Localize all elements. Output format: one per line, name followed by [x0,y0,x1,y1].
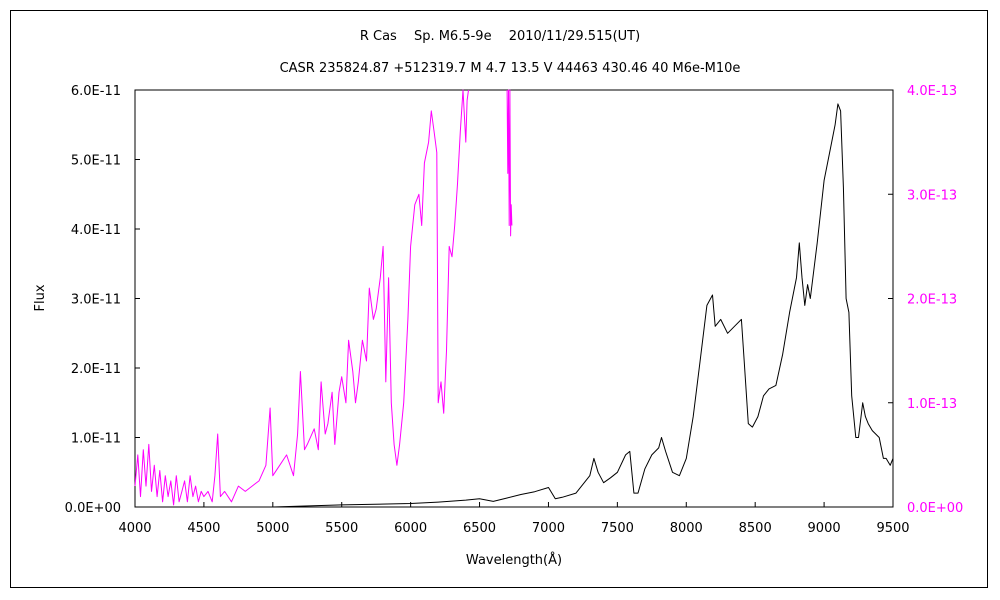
series-line-2 [506,89,513,237]
x-tick-label: 5000 [256,521,289,536]
x-tick-label: 8500 [739,521,772,536]
chart-title: R Cas Sp. M6.5-9e 2010/11/29.515(UT) [360,29,640,44]
y-tick-label-right: 3.0E-13 [907,188,957,203]
x-tick-label: 8000 [670,521,703,536]
y-tick-label-right: 4.0E-13 [907,84,957,99]
x-tick-label: 4500 [187,521,220,536]
x-tick-label: 4000 [118,521,151,536]
x-tick-label: 7000 [532,521,565,536]
x-tick-label: 6000 [394,521,427,536]
y-tick-label-right: 2.0E-13 [907,293,957,308]
y-tick-label-left: 4.0E-11 [71,223,121,238]
series-line-1 [134,89,469,506]
y-tick-label-right: 0.0E+00 [907,501,963,516]
series-layer [134,89,894,508]
chart-subtitle: CASR 235824.87 +512319.7 M 4.7 13.5 V 44… [280,61,741,76]
y-axis-label: Flux [33,284,48,311]
x-tick-label: 9000 [808,521,841,536]
y-tick-label-right: 1.0E-13 [907,397,957,412]
y-tick-label-left: 3.0E-11 [71,293,121,308]
x-tick-label: 9500 [876,521,909,536]
series-line-0 [245,103,894,508]
y-tick-label-left: 2.0E-11 [71,362,121,377]
x-axis-label: Wavelength(Å) [466,552,562,568]
tick-layer: 4000 4500 5000 5500 6000 6500 7000 7500 8000 8500… [65,84,964,536]
y-tick-label-left: 6.0E-11 [71,84,121,99]
y-tick-label-left: 1.0E-11 [71,432,121,447]
chart-frame [10,10,988,588]
y-tick-label-left: 0.0E+00 [65,501,121,516]
x-tick-label: 7500 [601,521,634,536]
x-tick-label: 5500 [325,521,358,536]
y-tick-label-left: 5.0E-11 [71,154,121,169]
x-tick-label: 6500 [463,521,496,536]
plot-area [134,89,894,508]
